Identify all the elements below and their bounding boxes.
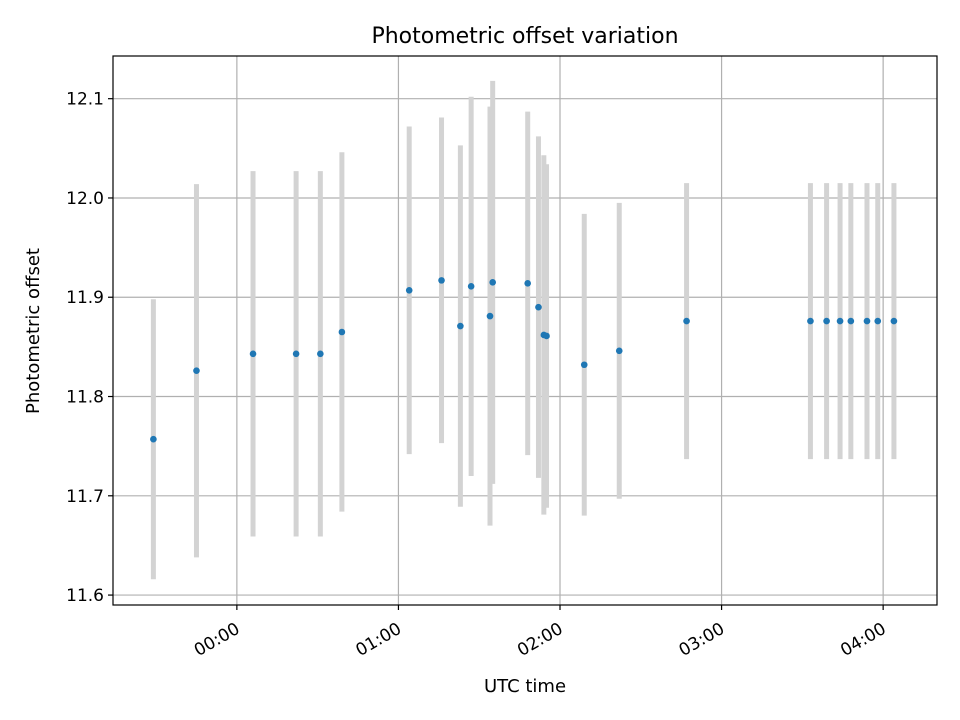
data-point bbox=[580, 361, 588, 369]
data-point bbox=[438, 277, 445, 284]
data-point bbox=[615, 347, 623, 355]
grid bbox=[113, 56, 937, 605]
data-point bbox=[535, 303, 542, 311]
data-point bbox=[457, 322, 464, 330]
chart-title: Photometric offset variation bbox=[371, 24, 678, 49]
data-point bbox=[486, 312, 494, 320]
data-point bbox=[467, 283, 475, 290]
y-tick-label: 11.6 bbox=[66, 586, 104, 606]
y-tick-label: 11.9 bbox=[66, 288, 104, 308]
data-point bbox=[489, 279, 496, 286]
plot-frame bbox=[112, 55, 938, 606]
y-tick-label: 11.8 bbox=[66, 388, 104, 408]
data-point bbox=[292, 350, 300, 358]
y-axis-label: Photometric offset bbox=[23, 248, 44, 414]
data-point bbox=[193, 367, 200, 375]
data-point bbox=[847, 317, 855, 325]
data-point bbox=[890, 317, 898, 325]
data-point bbox=[874, 317, 882, 325]
x-axis-label: UTC time bbox=[484, 676, 566, 697]
data-point bbox=[249, 350, 257, 358]
data-point bbox=[683, 317, 690, 325]
data-point bbox=[543, 332, 550, 340]
data-point bbox=[836, 317, 844, 325]
data-point bbox=[150, 435, 157, 443]
data-point bbox=[338, 328, 346, 336]
data-point bbox=[317, 350, 324, 358]
data-points bbox=[150, 277, 898, 443]
data-point bbox=[807, 317, 814, 325]
y-tick-label: 12.1 bbox=[66, 90, 104, 110]
data-point bbox=[524, 280, 531, 287]
data-point bbox=[823, 317, 830, 325]
data-point bbox=[863, 317, 871, 325]
y-tick-label: 12.0 bbox=[66, 189, 104, 209]
data-point bbox=[405, 286, 413, 294]
y-axis-ticks: 11.6 11.7 11.8 11.9 12.0 12.1 bbox=[66, 90, 113, 606]
y-tick-label: 11.7 bbox=[66, 487, 104, 507]
